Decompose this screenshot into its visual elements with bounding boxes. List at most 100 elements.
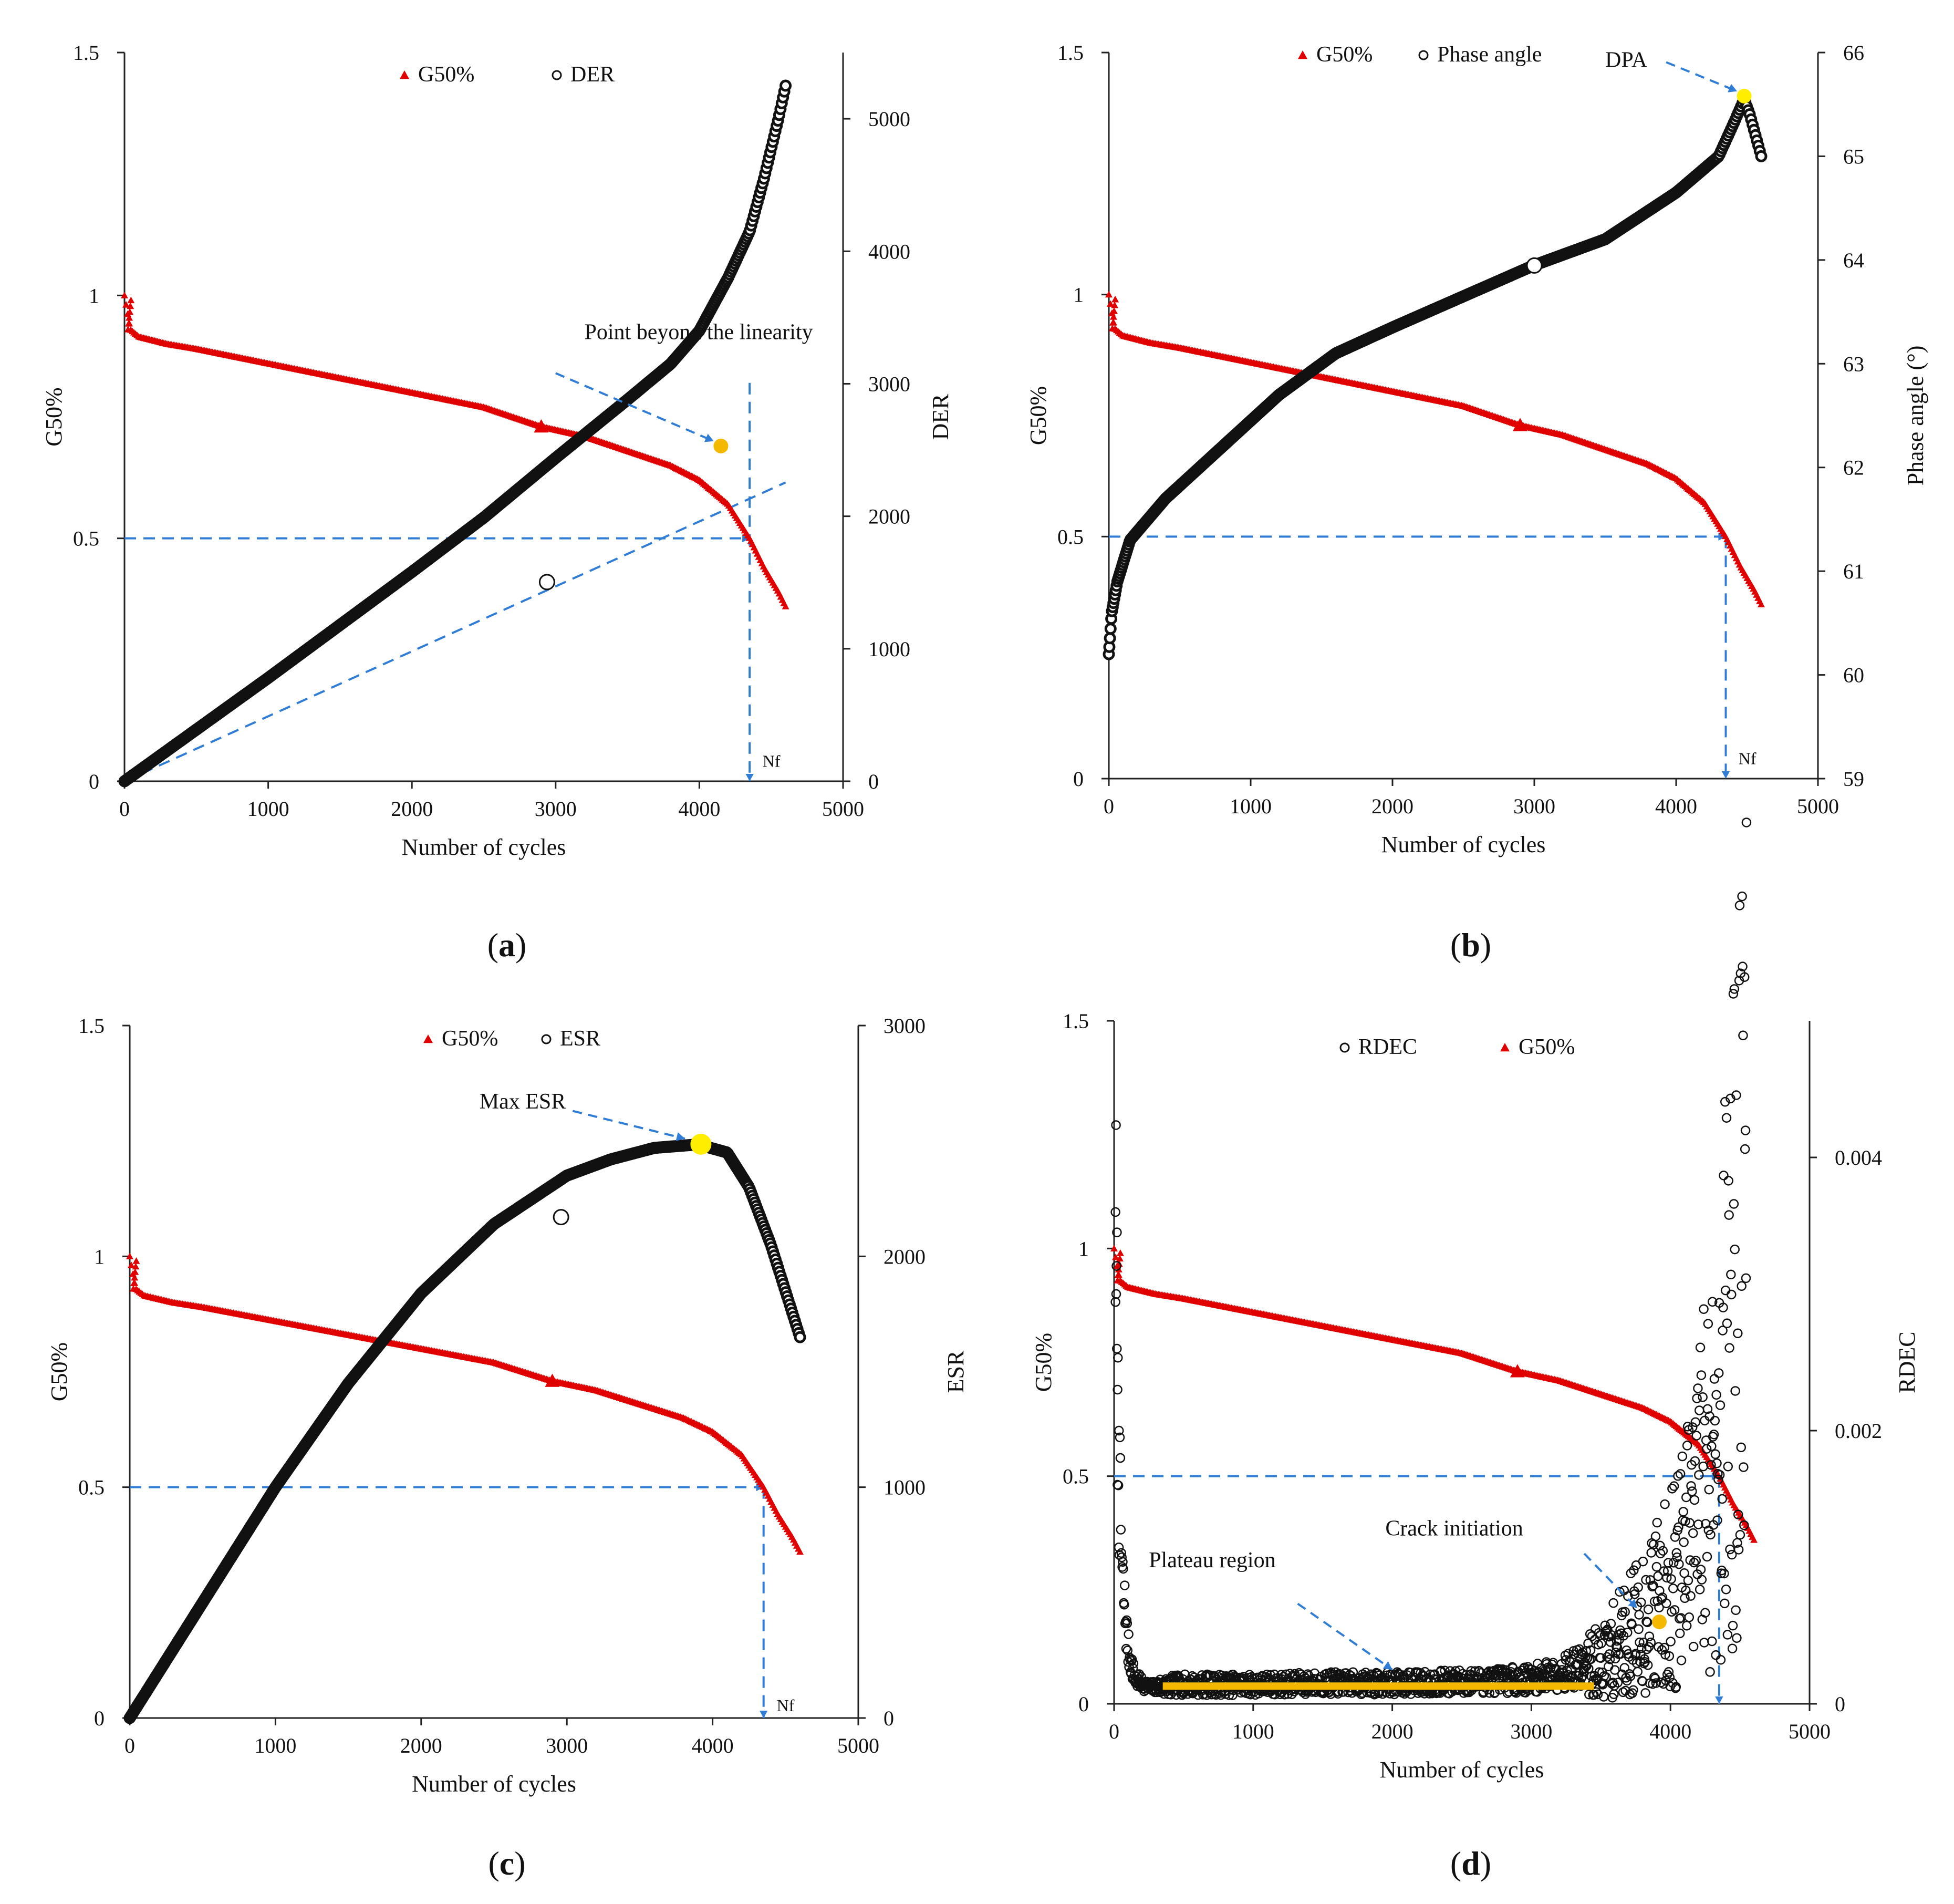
rdec-point [1737, 1281, 1747, 1291]
y-tick-label-left: 1 [89, 284, 99, 307]
rdec-point [1741, 818, 1752, 827]
rdec-point [1646, 1548, 1656, 1558]
y-tick-label-right: 5000 [868, 107, 910, 131]
rdec-point [1721, 1113, 1732, 1123]
g50-point [124, 326, 132, 333]
rdec-point [1724, 1343, 1734, 1353]
y-axis-title-right: RDEC [1894, 1331, 1920, 1393]
legend-marker-triangle [1500, 1043, 1510, 1052]
y-tick-label-left: 0 [1078, 1692, 1089, 1716]
rdec-point [1713, 1368, 1724, 1378]
g50-point [1106, 300, 1114, 307]
rdec-point [1643, 1605, 1654, 1615]
y-tick-label-right: 61 [1843, 560, 1864, 583]
rdec-point [1702, 1551, 1712, 1562]
highlight-point [1737, 88, 1752, 104]
rdec-point [1688, 1641, 1699, 1652]
annotation-label: DPA [1605, 48, 1648, 73]
y-tick-label-left: 1.5 [73, 41, 99, 65]
x-axis-title: Number of cycles [1381, 832, 1546, 857]
rdec-point [1723, 1462, 1733, 1472]
y-tick-label-right: 1000 [884, 1476, 926, 1499]
x-tick-label: 2000 [1371, 1720, 1413, 1743]
x-tick-label: 2000 [400, 1734, 442, 1757]
rdec-point [1739, 1462, 1749, 1472]
rdec-point [1737, 891, 1747, 902]
rdec-point [1667, 1484, 1677, 1494]
legend-label: ESR [560, 1027, 600, 1051]
x-tick-label: 3000 [1513, 794, 1555, 818]
rdec-point [1634, 1624, 1644, 1634]
rdec-point [1684, 1612, 1695, 1622]
g50-point [1105, 291, 1113, 298]
y-tick-label-right: 66 [1843, 41, 1864, 65]
y-tick-label-right: 65 [1843, 144, 1864, 168]
rdec-point [1721, 1584, 1731, 1595]
x-axis-title: Number of cycles [402, 834, 566, 860]
reference-arrowhead [760, 1710, 768, 1718]
x-tick-label: 1000 [1232, 1720, 1274, 1743]
x-tick-label: 0 [1109, 1720, 1119, 1743]
rdec-point [1735, 1530, 1745, 1540]
legend-label: RDEC [1358, 1035, 1417, 1059]
rdec-point [1732, 1633, 1742, 1643]
x-tick-label: 4000 [1655, 794, 1697, 818]
y-tick-label-left: 1.5 [78, 1014, 105, 1038]
rdec-point [1694, 1405, 1704, 1415]
rdec-point [1683, 1575, 1693, 1586]
chart-panel-a: 0 1000 2000 3000 4000 500000.511.501000200030… [41, 41, 953, 964]
rdec-point [1731, 1605, 1741, 1615]
legend-marker-triangle [1298, 50, 1307, 59]
g50-point [1111, 295, 1119, 303]
annotation-arrow [572, 1110, 685, 1140]
rdec-point [1633, 1667, 1643, 1677]
y-tick-label-left: 0 [89, 770, 99, 793]
chart-panel-c: 0 1000 2000 3000 4000 500000.511.501000200030… [46, 1014, 969, 1882]
annotation-label: Point beyond the linearity [585, 320, 813, 345]
x-tick-label: 3000 [535, 797, 577, 821]
rdec-point [1666, 1637, 1676, 1647]
legend-label: G50% [1519, 1035, 1575, 1059]
rdec-point [1710, 1415, 1720, 1426]
g50-point [782, 603, 789, 609]
nf-label: Nf [1739, 749, 1756, 768]
g50-point [127, 302, 134, 309]
rdec-point [1693, 1383, 1703, 1393]
rdec-point [1719, 1171, 1729, 1181]
rdec-point [1728, 1620, 1738, 1631]
annotation-arrowhead [1383, 1661, 1392, 1670]
reference-arrowhead [1715, 1696, 1723, 1704]
rdec-point [1695, 1342, 1706, 1353]
rdec-point [1695, 1585, 1705, 1595]
rdec-point [1733, 1328, 1743, 1339]
rdec-point [1669, 1481, 1679, 1491]
curve-point [794, 1331, 806, 1343]
rdec-point [1638, 1556, 1648, 1567]
y-tick-label-left: 0 [1073, 767, 1084, 791]
y-tick-label-right: 64 [1843, 249, 1864, 272]
rdec-point [1738, 1030, 1748, 1041]
series-g50- [1105, 291, 1765, 607]
g50-point [1758, 601, 1765, 607]
x-tick-label: 5000 [822, 797, 864, 821]
rdec-point [1676, 1655, 1687, 1665]
g50-point [126, 314, 133, 321]
y-tick-label-left: 0 [94, 1706, 105, 1730]
y-axis-title-left: G50% [46, 1342, 72, 1401]
rdec-point [1644, 1631, 1655, 1641]
g50-point [132, 1257, 140, 1264]
highlight-point [690, 1133, 712, 1155]
rdec-point [1722, 1318, 1732, 1329]
x-tick-label: 5000 [1789, 1720, 1831, 1743]
rdec-point [1668, 1584, 1678, 1593]
rdec-point [1113, 1353, 1123, 1363]
y-tick-label-left: 0.5 [73, 527, 99, 551]
rdec-point [1678, 1507, 1688, 1517]
x-tick-label: 0 [119, 797, 130, 821]
curve-point [1104, 623, 1117, 635]
curve-point [1755, 150, 1768, 162]
y-tick-label-right: 62 [1843, 456, 1864, 480]
x-tick-label: 4000 [678, 797, 720, 821]
rdec-point [1110, 1207, 1120, 1217]
